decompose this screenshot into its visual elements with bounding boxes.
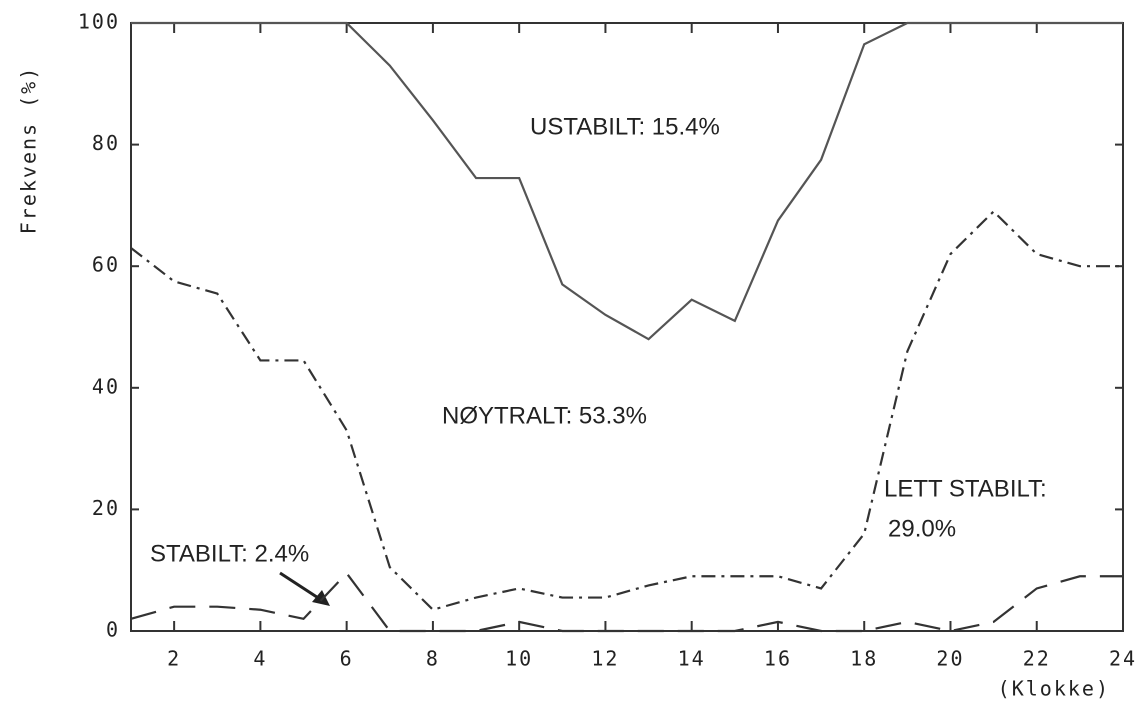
plot-frame: [130, 22, 1124, 632]
x-tick-label: 16: [764, 647, 792, 671]
y-tick-label: 60: [92, 253, 120, 277]
line: [131, 21, 1123, 341]
y-tick-label: 100: [78, 10, 120, 34]
x-tick-label: 22: [1023, 647, 1051, 671]
x-tick-label: 8: [426, 647, 440, 671]
y-tick-label: 20: [92, 496, 120, 520]
arrow-head: [312, 590, 330, 606]
annotation: 29.0%: [888, 515, 956, 542]
x-tick-label: 4: [253, 647, 267, 671]
annotation: LETT STABILT:: [884, 475, 1047, 502]
x-tick-label: 24: [1109, 647, 1137, 671]
line: [130, 571, 1123, 633]
x-tick-label: 14: [678, 647, 706, 671]
y-tick-label: 40: [92, 374, 120, 398]
x-tick-label: 20: [936, 647, 964, 671]
annotation: USTABILT: 15.4%: [530, 113, 720, 140]
x-tick-label: 12: [591, 647, 619, 671]
line: [130, 209, 1123, 611]
x-tick-label: 10: [505, 647, 533, 671]
x-tick-label: 2: [167, 647, 181, 671]
y-axis-label: Frekvens (%): [17, 66, 41, 235]
x-tick-label: 18: [850, 647, 878, 671]
annotation: STABILT: 2.4%: [150, 540, 309, 567]
annotation: NØYTRALT: 53.3%: [442, 402, 647, 429]
y-tick-label: 0: [106, 618, 120, 642]
y-tick-label: 80: [92, 131, 120, 155]
x-axis-label: (Klokke): [998, 677, 1110, 701]
x-tick-label: 6: [340, 647, 354, 671]
